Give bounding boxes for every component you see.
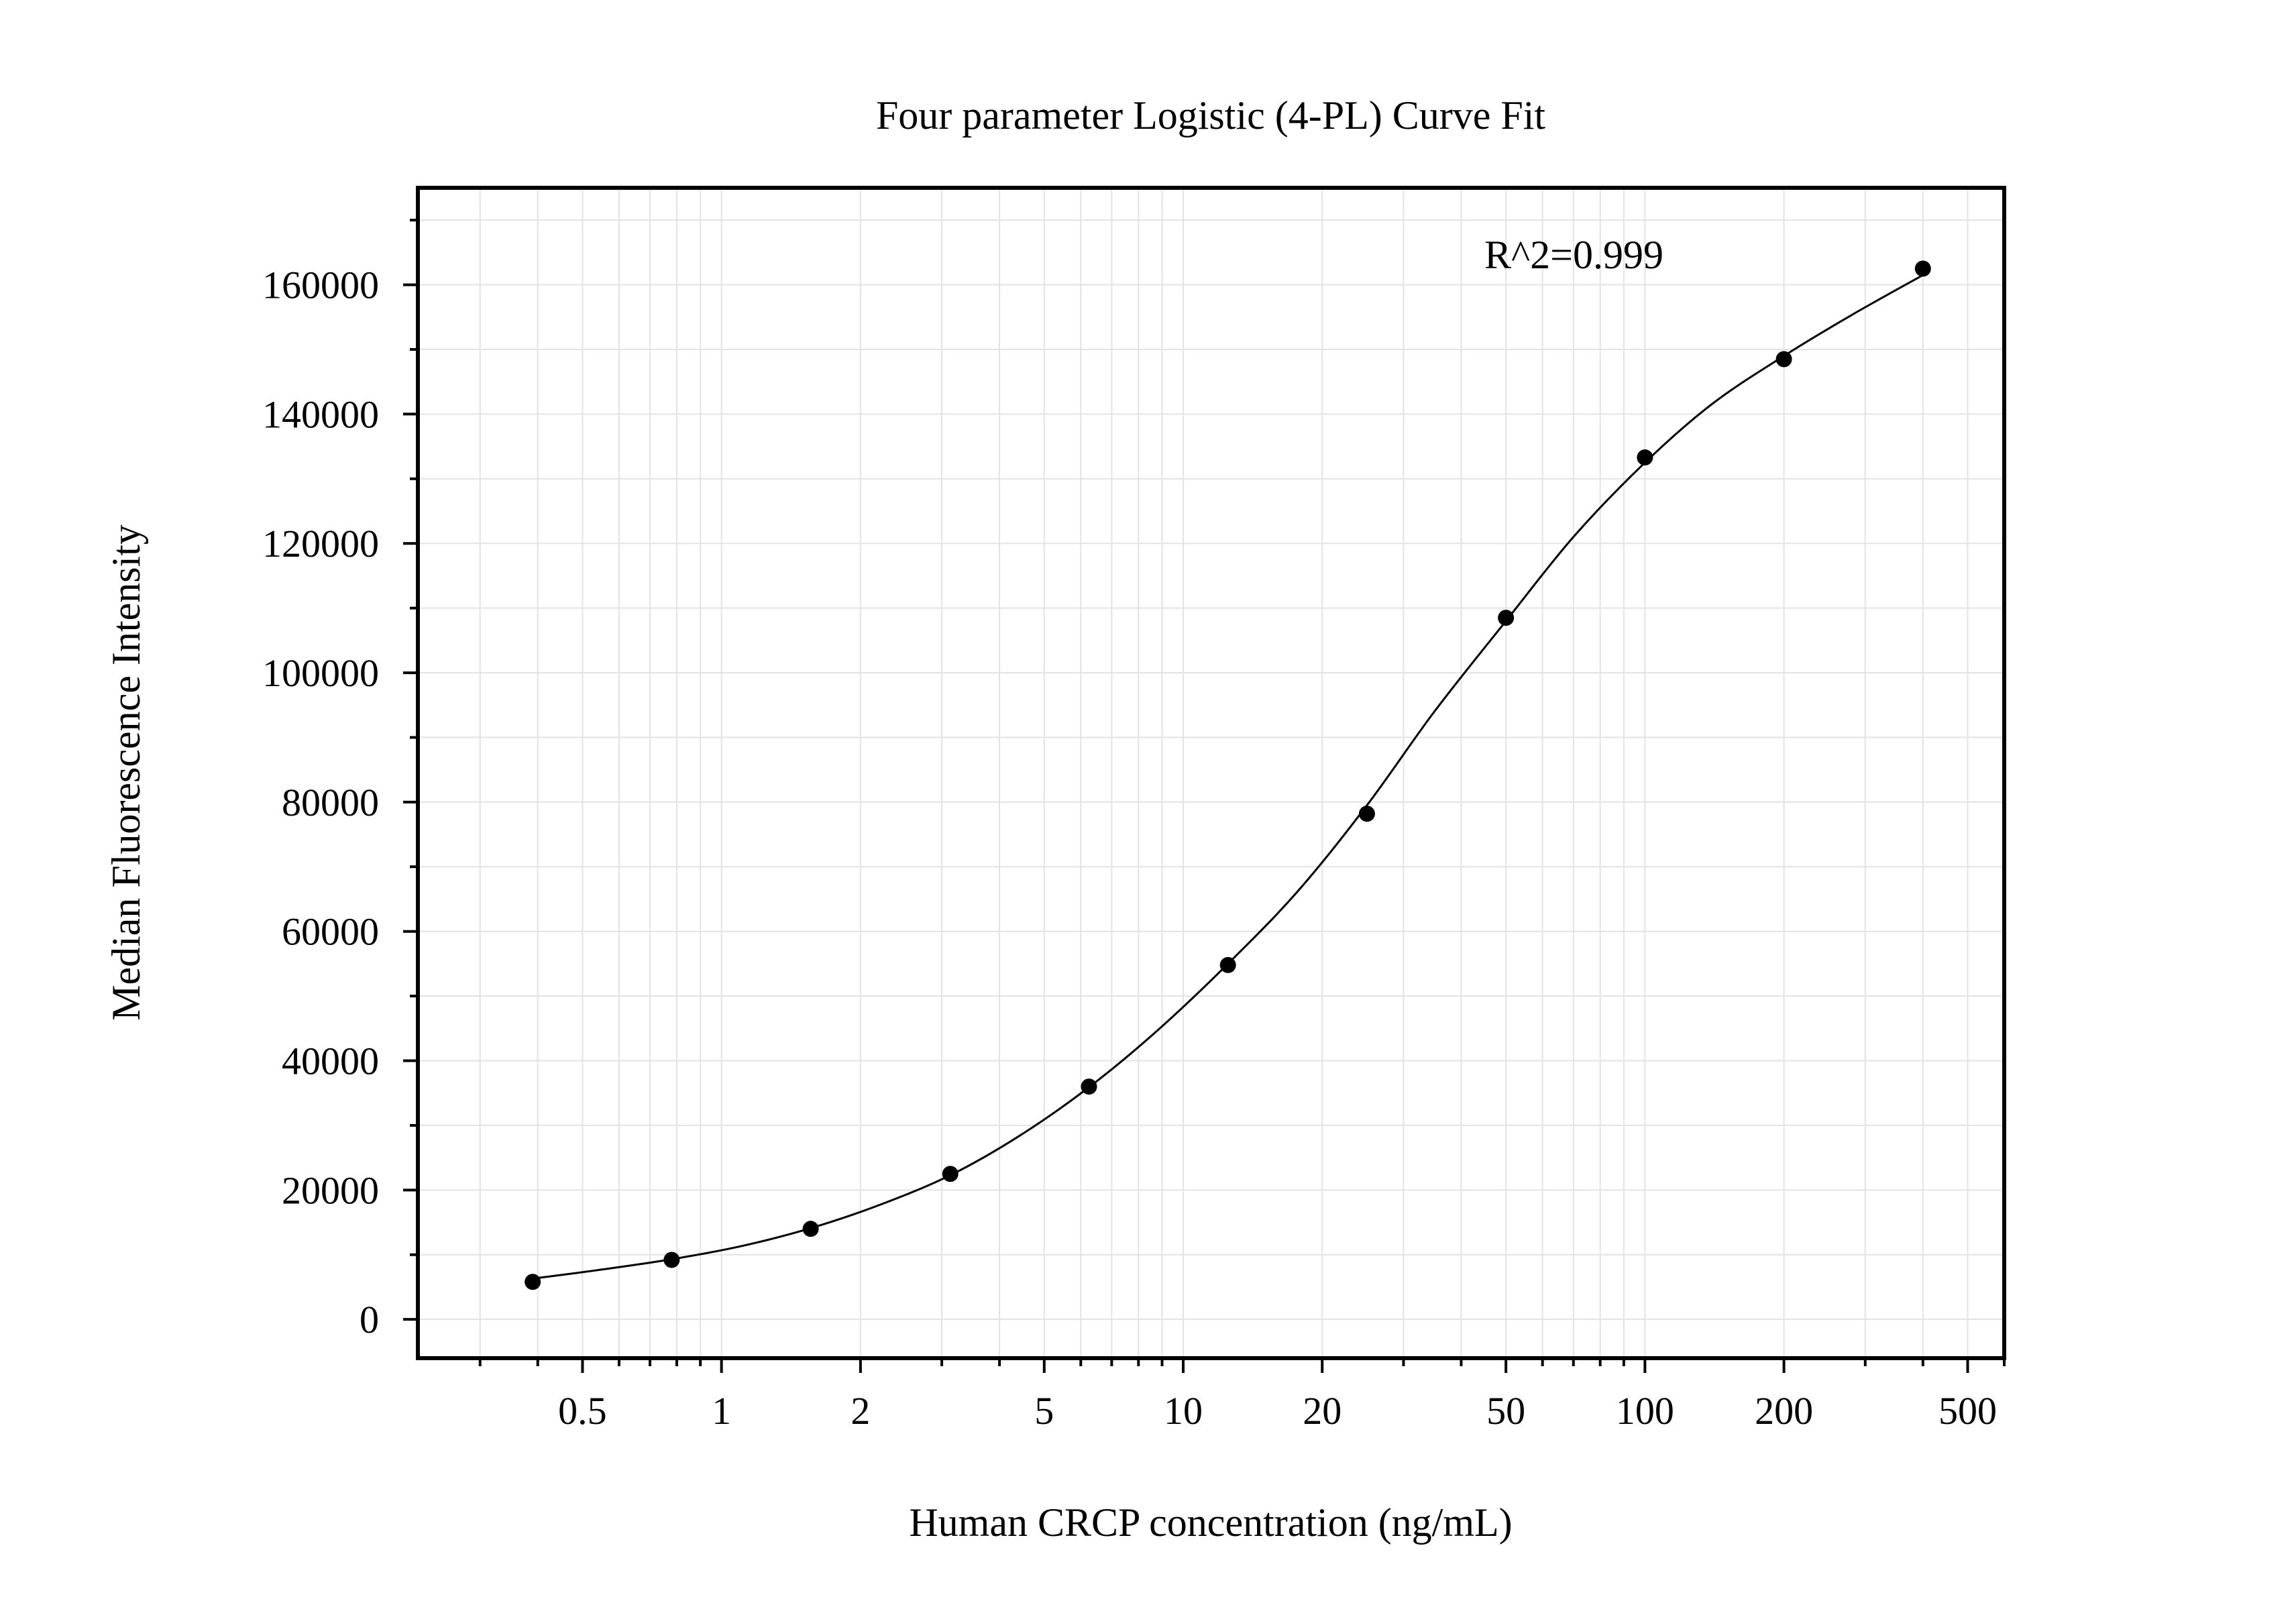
data-point — [663, 1252, 680, 1268]
x-tick-label: 200 — [1755, 1389, 1813, 1433]
x-tick-label: 10 — [1164, 1389, 1203, 1433]
plot-frame — [416, 186, 2006, 1360]
y-tick-label: 100000 — [262, 651, 379, 695]
data-point — [1498, 610, 1515, 626]
r-squared-annotation: R^2=0.999 — [1484, 233, 1663, 277]
y-tick-label: 160000 — [262, 264, 379, 307]
y-tick-label: 120000 — [262, 522, 379, 565]
y-axis-title: Median Fluorescence Intensity — [104, 524, 148, 1021]
y-tick-label: 140000 — [262, 392, 379, 436]
x-tick-label: 1 — [712, 1389, 731, 1433]
x-tick-label: 100 — [1616, 1389, 1674, 1433]
x-tick-label: 5 — [1034, 1389, 1054, 1433]
data-point — [802, 1221, 819, 1237]
data-points — [525, 260, 1931, 1290]
x-tick-labels: 0.5 1 2 5 10 20 50 100 200 500 — [558, 1389, 1997, 1433]
y-tick-label: 60000 — [282, 910, 379, 954]
x-tick-label: 20 — [1303, 1389, 1342, 1433]
fit-curve — [533, 274, 1924, 1280]
grid-lines — [418, 188, 2005, 1358]
x-tick-label: 50 — [1486, 1389, 1525, 1433]
y-tick-label: 0 — [360, 1298, 379, 1341]
chart-title: Four parameter Logistic (4-PL) Curve Fit — [876, 93, 1545, 137]
data-point — [1358, 806, 1375, 822]
y-tick-label: 20000 — [282, 1168, 379, 1212]
y-tick-label: 40000 — [282, 1040, 379, 1083]
x-tick-label: 0.5 — [558, 1389, 607, 1433]
data-point — [1914, 260, 1931, 277]
x-tick-label: 2 — [851, 1389, 870, 1433]
data-point — [942, 1166, 959, 1182]
x-axis-title: Human CRCP concentration (ng/mL) — [909, 1500, 1512, 1545]
data-point — [1219, 956, 1236, 973]
y-tick-label: 80000 — [282, 781, 379, 824]
data-point — [1775, 351, 1792, 368]
y-tick-labels: 0 20000 40000 60000 80000 100000 120000 140000 1… — [262, 264, 379, 1342]
data-point — [1081, 1078, 1097, 1095]
data-point — [525, 1274, 541, 1290]
fit-curve-layer — [533, 274, 1924, 1280]
data-point — [1637, 449, 1653, 466]
x-tick-label: 500 — [1938, 1389, 1997, 1433]
